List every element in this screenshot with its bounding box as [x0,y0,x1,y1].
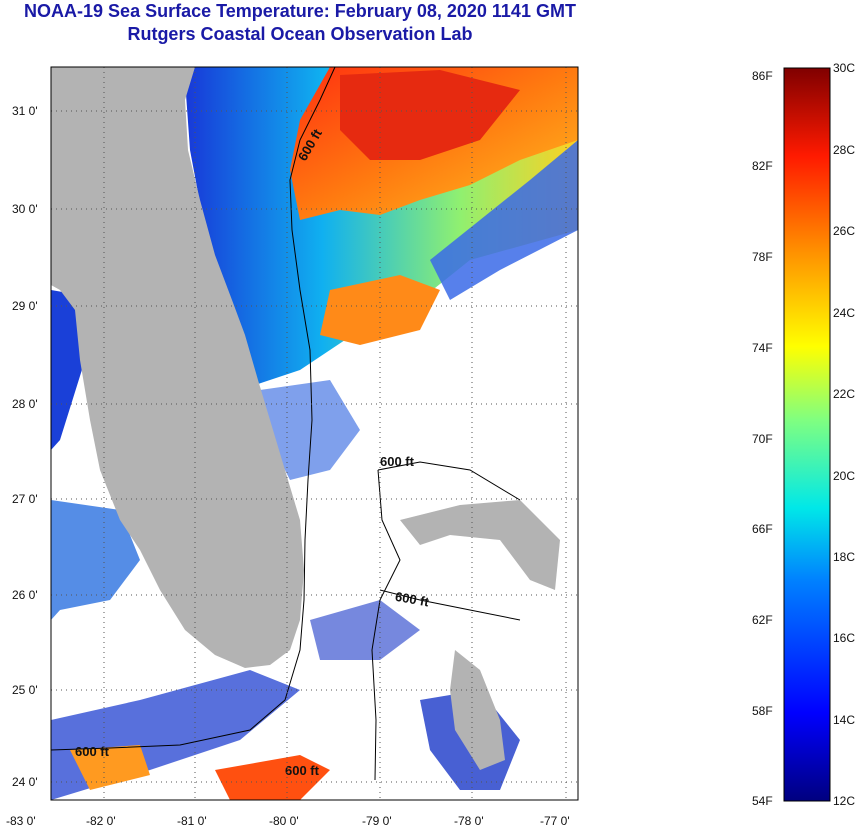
colorbar [783,67,831,802]
celsius-label: 20C [833,469,856,483]
lon-label: -81 0' [177,814,207,828]
lat-label: 27 0' [12,492,38,506]
lon-label: -80 0' [269,814,299,828]
map-title: NOAA-19 Sea Surface Temperature: Februar… [24,1,576,21]
celsius-label: 18C [833,550,856,564]
fahrenheit-label: 86F [752,69,773,83]
fahrenheit-label: 70F [752,432,773,446]
celsius-label: 28C [833,143,856,157]
fahrenheit-label: 78F [752,250,773,264]
lon-label: -82 0' [86,814,116,828]
fahrenheit-label: 62F [752,613,773,627]
land-layer [51,67,560,770]
lon-label: -78 0' [454,814,484,828]
lat-label: 26 0' [12,588,38,602]
map-border [50,66,579,801]
lat-label: 25 0' [12,683,38,697]
lon-label: -79 0' [362,814,392,828]
celsius-label: 26C [833,224,856,238]
fahrenheit-label: 74F [752,341,773,355]
fahrenheit-label: 58F [752,704,773,718]
latitude-labels: 31 0' 30 0' 29 0' 28 0' 27 0' 26 0' 25 0… [12,104,38,789]
graticule [51,67,578,800]
lat-label: 30 0' [12,202,38,216]
lon-label: -77 0' [540,814,570,828]
map-subtitle: Rutgers Coastal Ocean Observation Lab [127,24,473,44]
lat-label: 28 0' [12,397,38,411]
celsius-label: 16C [833,631,856,645]
fahrenheit-label: 66F [752,522,773,536]
lat-label: 29 0' [12,299,38,313]
lat-label: 24 0' [12,775,38,789]
longitude-labels: -83 0' -82 0' -81 0' -80 0' -79 0' -78 0… [6,814,570,828]
depth-contour-600ft [50,66,521,781]
contour-label: 600 ft [394,589,431,610]
lon-label: -83 0' [6,814,36,828]
celsius-label: 22C [833,387,856,401]
celsius-label: 24C [833,306,856,320]
fahrenheit-label: 54F [752,794,773,808]
lat-label: 31 0' [12,104,38,118]
contour-label: 600 ft [75,744,110,759]
celsius-label: 30C [833,61,856,75]
celsius-label: 14C [833,713,856,727]
fahrenheit-label: 82F [752,159,773,173]
contour-label: 600 ft [285,763,320,778]
contour-label: 600 ft [380,454,415,469]
celsius-label: 12C [833,794,856,808]
